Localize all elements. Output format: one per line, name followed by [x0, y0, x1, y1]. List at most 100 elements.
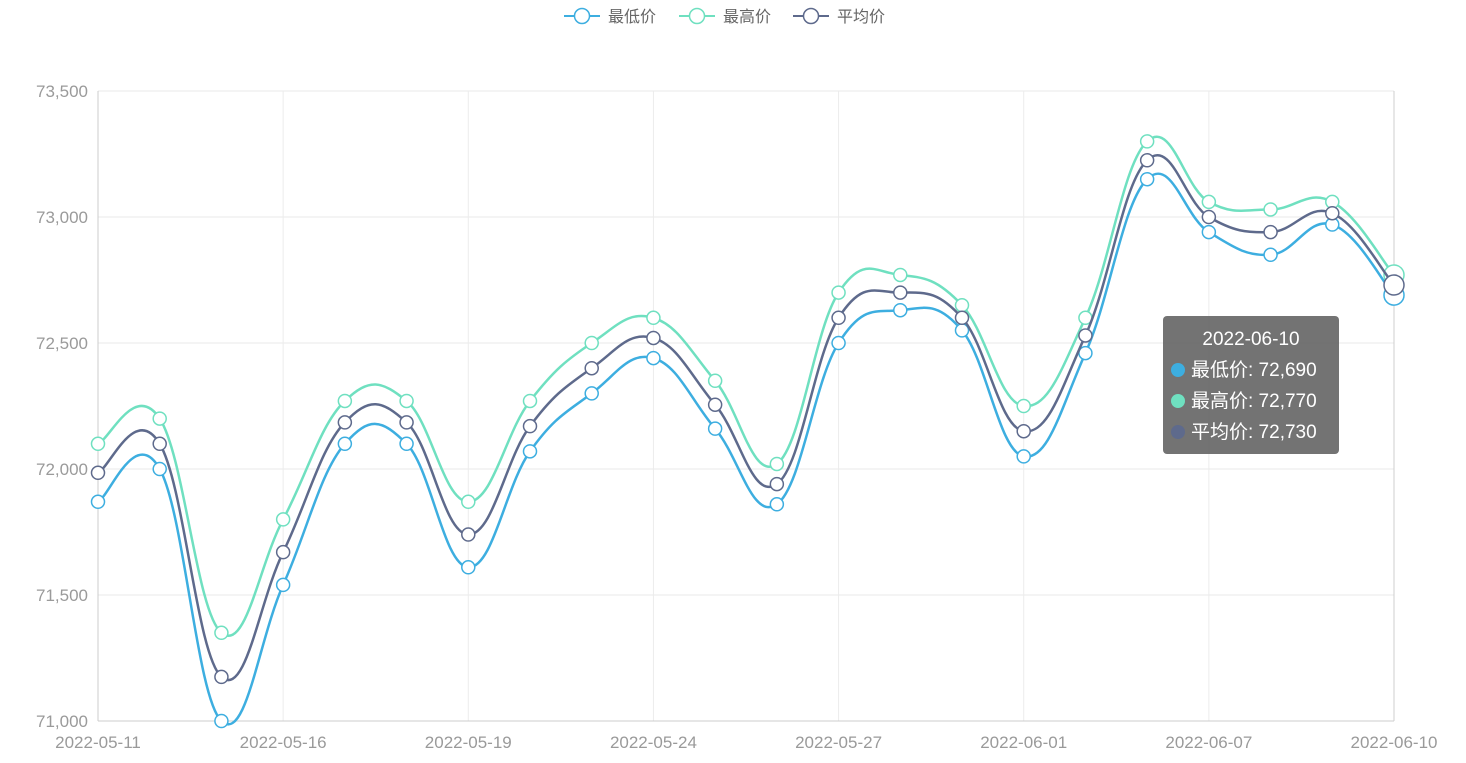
- data-point-avg[interactable]: [522, 418, 538, 434]
- y-tick-label: 71,000: [36, 712, 88, 731]
- tooltip-row-max: 最高价: 72,770: [1163, 386, 1339, 417]
- legend-item-min[interactable]: 最低价: [564, 7, 656, 26]
- data-point-max[interactable]: [893, 267, 908, 283]
- data-point-avg[interactable]: [769, 476, 785, 492]
- data-point-max[interactable]: [461, 494, 476, 510]
- data-point-min[interactable]: [337, 436, 353, 452]
- data-point-max[interactable]: [152, 411, 167, 426]
- tooltip-row-avg-text: 平均价: 72,730: [1191, 422, 1317, 443]
- data-point-min[interactable]: [522, 444, 538, 459]
- data-point-min[interactable]: [893, 302, 908, 318]
- legend-item-avg[interactable]: 平均价: [793, 7, 885, 26]
- x-tick-label: 2022-06-10: [1351, 733, 1438, 752]
- data-point-avg[interactable]: [584, 360, 599, 376]
- data-point-min[interactable]: [214, 713, 229, 729]
- data-point-avg[interactable]: [275, 544, 291, 560]
- x-tick-label: 2022-06-07: [1165, 733, 1252, 752]
- data-point-avg[interactable]: [152, 436, 167, 452]
- data-point-max[interactable]: [90, 436, 106, 452]
- legend-label-min: 最低价: [608, 8, 656, 26]
- legend-label-avg: 平均价: [837, 8, 885, 26]
- data-point-max[interactable]: [707, 373, 723, 389]
- tooltip-title: 2022-06-10: [1202, 329, 1300, 350]
- y-tick-label: 72,000: [36, 460, 88, 479]
- data-point-min[interactable]: [461, 560, 476, 575]
- data-point-max[interactable]: [1201, 194, 1217, 210]
- y-tick-label: 73,000: [36, 208, 88, 227]
- y-tick-label: 71,500: [36, 586, 88, 605]
- data-point-avg[interactable]: [461, 527, 476, 542]
- tooltip: 2022-06-10 最低价: 72,690 最高价: 72,770 平均价: …: [1163, 316, 1339, 454]
- legend[interactable]: 最低价 最高价 平均价: [564, 7, 885, 26]
- data-point-max[interactable]: [337, 393, 353, 409]
- data-point-avg[interactable]: [1201, 209, 1217, 225]
- x-tick-label: 2022-06-01: [980, 733, 1067, 752]
- tooltip-row-avg: 平均价: 72,730: [1163, 417, 1339, 448]
- data-point-avg[interactable]: [954, 310, 970, 326]
- legend-item-max[interactable]: 最高价: [679, 7, 771, 26]
- data-point-min[interactable]: [152, 461, 167, 477]
- data-point-avg[interactable]: [337, 415, 353, 430]
- x-tick-label: 2022-05-27: [795, 733, 882, 752]
- data-point-max[interactable]: [1139, 134, 1155, 149]
- data-point-avg[interactable]: [90, 465, 106, 481]
- tooltip-row-min-text: 最低价: 72,690: [1191, 360, 1317, 381]
- data-point-avg[interactable]: [831, 310, 846, 326]
- x-tick-label: 2022-05-24: [610, 733, 697, 752]
- data-point-max[interactable]: [1263, 202, 1278, 217]
- data-point-avg[interactable]: [1325, 205, 1340, 221]
- data-point-avg[interactable]: [1383, 274, 1405, 296]
- y-tick-label: 73,500: [36, 82, 88, 101]
- data-point-min[interactable]: [1263, 247, 1278, 263]
- tooltip-dot-min: [1171, 363, 1185, 377]
- data-point-max[interactable]: [275, 512, 291, 527]
- data-point-avg[interactable]: [214, 669, 229, 685]
- data-point-max[interactable]: [769, 456, 785, 472]
- data-point-max[interactable]: [214, 625, 229, 641]
- data-point-max[interactable]: [831, 285, 846, 300]
- data-point-min[interactable]: [769, 497, 785, 512]
- data-point-avg[interactable]: [1263, 224, 1278, 240]
- legend-marker-max: [688, 7, 706, 25]
- data-point-min[interactable]: [399, 436, 414, 452]
- data-point-max[interactable]: [646, 310, 661, 326]
- data-point-max[interactable]: [522, 393, 538, 409]
- x-tick-label: 2022-05-19: [425, 733, 512, 752]
- data-point-min[interactable]: [1016, 449, 1031, 464]
- tooltip-row-min: 最低价: 72,690: [1163, 355, 1339, 386]
- data-point-min[interactable]: [584, 386, 599, 401]
- data-point-min[interactable]: [707, 421, 723, 436]
- tooltip-row-max-text: 最高价: 72,770: [1191, 391, 1317, 412]
- data-point-max[interactable]: [399, 393, 414, 409]
- data-point-max[interactable]: [1016, 398, 1031, 414]
- tooltip-dot-max: [1171, 394, 1185, 408]
- data-point-max[interactable]: [954, 297, 970, 313]
- legend-marker-avg: [802, 7, 820, 25]
- data-point-avg[interactable]: [893, 285, 908, 300]
- legend-label-max: 最高价: [723, 8, 771, 26]
- tooltip-dot-avg: [1171, 425, 1185, 439]
- data-point-avg[interactable]: [1016, 423, 1031, 439]
- data-point-max[interactable]: [584, 335, 599, 351]
- data-point-min[interactable]: [831, 335, 846, 351]
- data-point-min[interactable]: [1201, 224, 1217, 240]
- series-layer: [90, 134, 1405, 729]
- x-tick-label: 2022-05-11: [55, 733, 141, 752]
- data-point-avg[interactable]: [1078, 328, 1093, 343]
- data-point-min[interactable]: [90, 494, 106, 510]
- data-point-avg[interactable]: [707, 397, 723, 412]
- series-min: [90, 171, 1405, 729]
- data-point-avg[interactable]: [646, 330, 661, 346]
- data-point-avg[interactable]: [1139, 153, 1155, 168]
- data-point-min[interactable]: [275, 577, 291, 593]
- series-max: [90, 134, 1405, 641]
- axis-layer: 71,000 71,500 72,000 72,500 73,000 73,500 2022…: [36, 82, 1437, 752]
- data-point-min[interactable]: [1139, 171, 1155, 187]
- series-avg: [90, 153, 1405, 685]
- x-tick-label: 2022-05-16: [240, 733, 327, 752]
- data-point-min[interactable]: [646, 350, 661, 366]
- data-point-avg[interactable]: [399, 415, 414, 430]
- y-tick-label: 72,500: [36, 334, 88, 353]
